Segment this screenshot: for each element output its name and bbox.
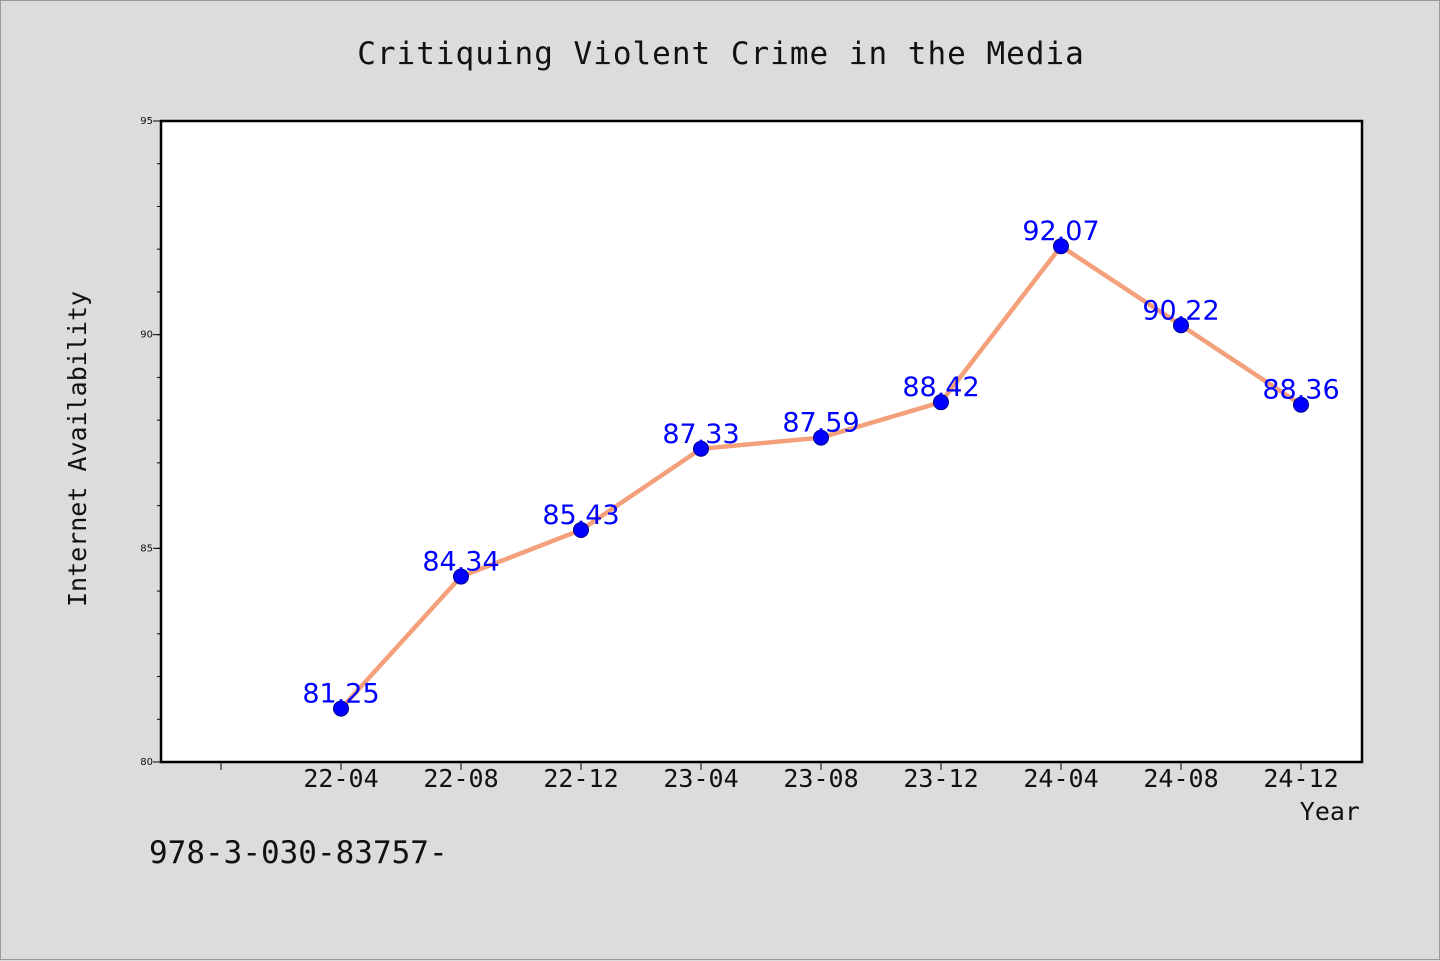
data-point bbox=[1173, 317, 1189, 334]
data-point bbox=[693, 440, 709, 457]
x-tick-label: 24-12 bbox=[1263, 764, 1338, 793]
data-labels-layer: 81.25 84.34 85.43 87.33 87.59 88.42 92.07 90.22… bbox=[302, 216, 1339, 709]
y-axis-label: Internet Availability bbox=[63, 291, 92, 607]
footer-code: 978-3-030-83757- bbox=[149, 835, 448, 871]
series-layer bbox=[333, 238, 1309, 717]
x-tick-label: 23-04 bbox=[663, 764, 738, 793]
x-tick-label: 24-08 bbox=[1143, 764, 1218, 793]
y-tick-label: 90 bbox=[140, 330, 153, 341]
x-axis: 22-04 22-08 22-12 23-04 23-08 23-12 24-04 24-08… bbox=[220, 762, 1339, 793]
x-tick-label: 22-12 bbox=[543, 764, 618, 793]
x-tick-label: 23-08 bbox=[783, 764, 858, 793]
data-label: 84.34 bbox=[422, 547, 499, 578]
y-tick-label: 80 bbox=[140, 757, 153, 768]
data-label: 92.07 bbox=[1022, 216, 1099, 247]
data-point bbox=[333, 700, 349, 717]
x-tick-label: 22-04 bbox=[303, 764, 378, 793]
y-axis: 80 85 90 95 bbox=[140, 116, 161, 768]
data-label: 88.36 bbox=[1262, 375, 1339, 406]
x-tick-label: 22-08 bbox=[423, 764, 498, 793]
data-label: 87.59 bbox=[782, 408, 859, 439]
data-point bbox=[453, 568, 469, 585]
data-point bbox=[1053, 238, 1069, 255]
data-label: 87.33 bbox=[662, 419, 739, 450]
y-tick-label: 95 bbox=[140, 116, 153, 127]
data-point bbox=[1293, 396, 1309, 413]
data-point bbox=[933, 394, 949, 411]
data-label: 88.42 bbox=[902, 372, 979, 403]
data-label: 85.43 bbox=[542, 500, 619, 531]
data-point bbox=[573, 521, 589, 538]
data-label: 81.25 bbox=[302, 679, 379, 710]
x-tick-label: 23-12 bbox=[903, 764, 978, 793]
data-point bbox=[813, 429, 829, 446]
x-axis-label: Year bbox=[1300, 797, 1360, 826]
chart-title: Critiquing Violent Crime in the Media bbox=[357, 36, 1085, 72]
x-tick-label: 24-04 bbox=[1023, 764, 1098, 793]
y-tick-label: 85 bbox=[140, 543, 153, 554]
data-label: 90.22 bbox=[1142, 295, 1219, 326]
